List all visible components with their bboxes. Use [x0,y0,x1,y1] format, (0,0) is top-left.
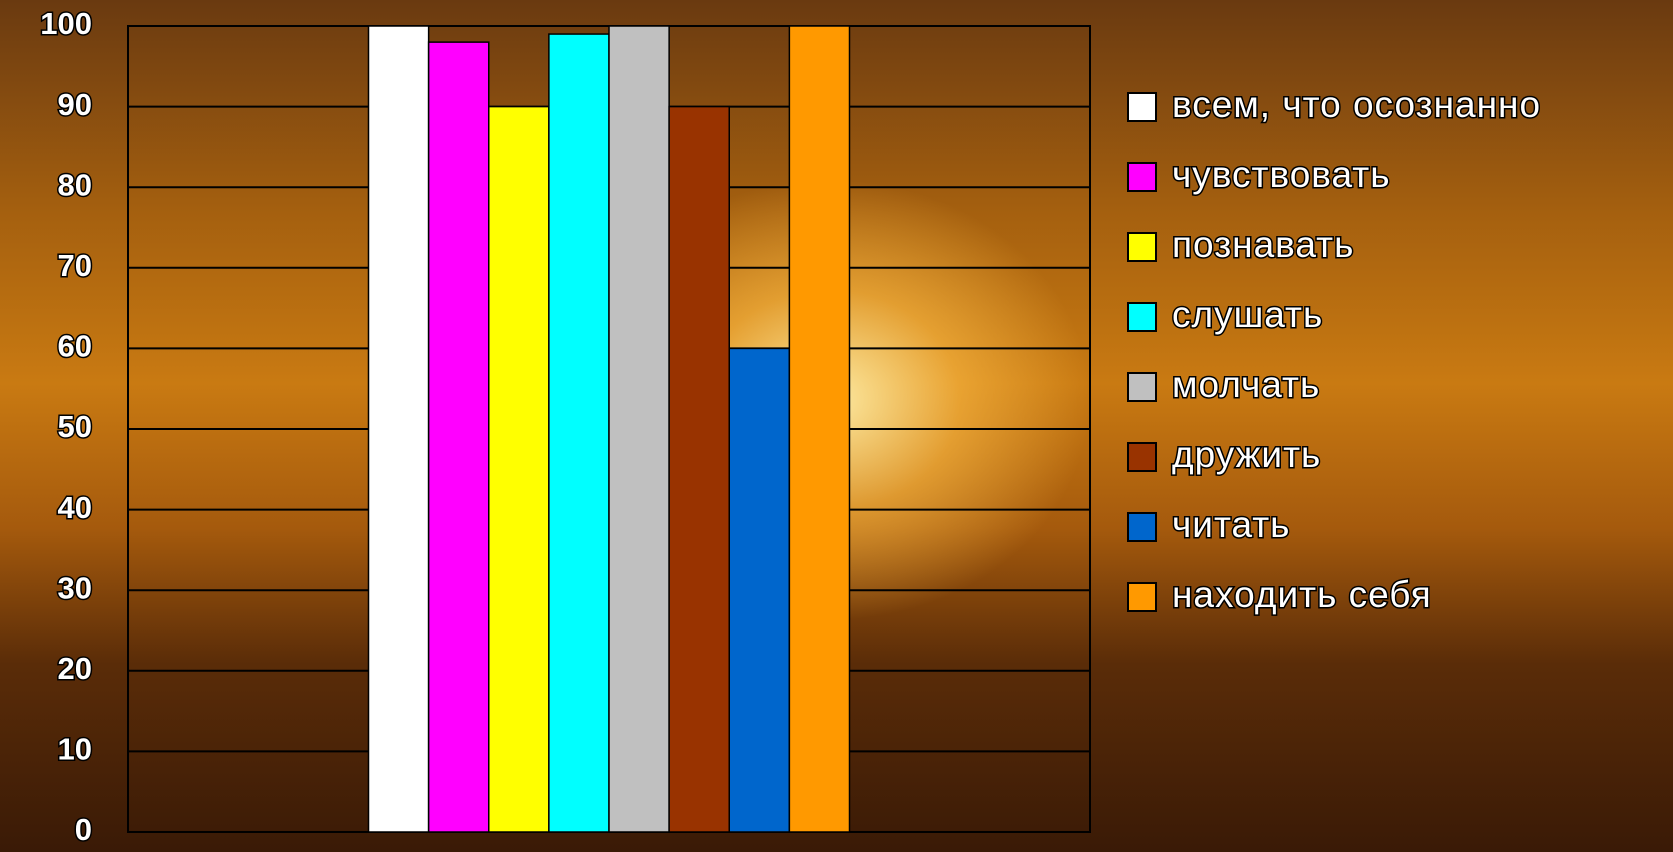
y-tick-label: 70 [58,248,92,283]
legend-swatch [1127,302,1157,332]
y-tick-label: 50 [58,409,92,444]
bar [728,347,791,833]
legend-label: молчать [1172,364,1320,405]
legend-swatch [1127,512,1157,542]
y-tick-label: 30 [58,570,92,605]
legend-label: слушать [1172,294,1323,335]
bar [427,41,490,833]
y-tick-label: 20 [58,651,92,686]
y-tick-label: 80 [58,167,92,202]
legend-swatch [1127,162,1157,192]
y-tick-label: 0 [75,812,92,847]
y-tick-label: 60 [58,329,92,364]
legend-label: познавать [1172,224,1354,265]
legend-label: читать [1172,504,1290,545]
bar [608,25,670,833]
bar [788,25,851,833]
y-tick-label: 90 [58,87,92,122]
bar [548,33,610,833]
legend-label: чувствовать [1172,154,1391,195]
legend-swatch [1127,372,1157,402]
legend-swatch [1127,442,1157,472]
bar [367,25,430,833]
y-tick-label: 10 [58,732,92,767]
bar [488,105,550,833]
y-tick-label: 40 [58,490,92,525]
legend-swatch [1127,232,1157,262]
legend-swatch [1127,92,1157,122]
legend-label: находить себя [1172,574,1432,615]
bar [668,105,730,833]
legend-label: всем, что осознанно [1172,84,1541,125]
legend-swatch [1127,582,1157,612]
legend-label: дружить [1172,434,1321,475]
y-tick-label: 100 [40,6,92,41]
